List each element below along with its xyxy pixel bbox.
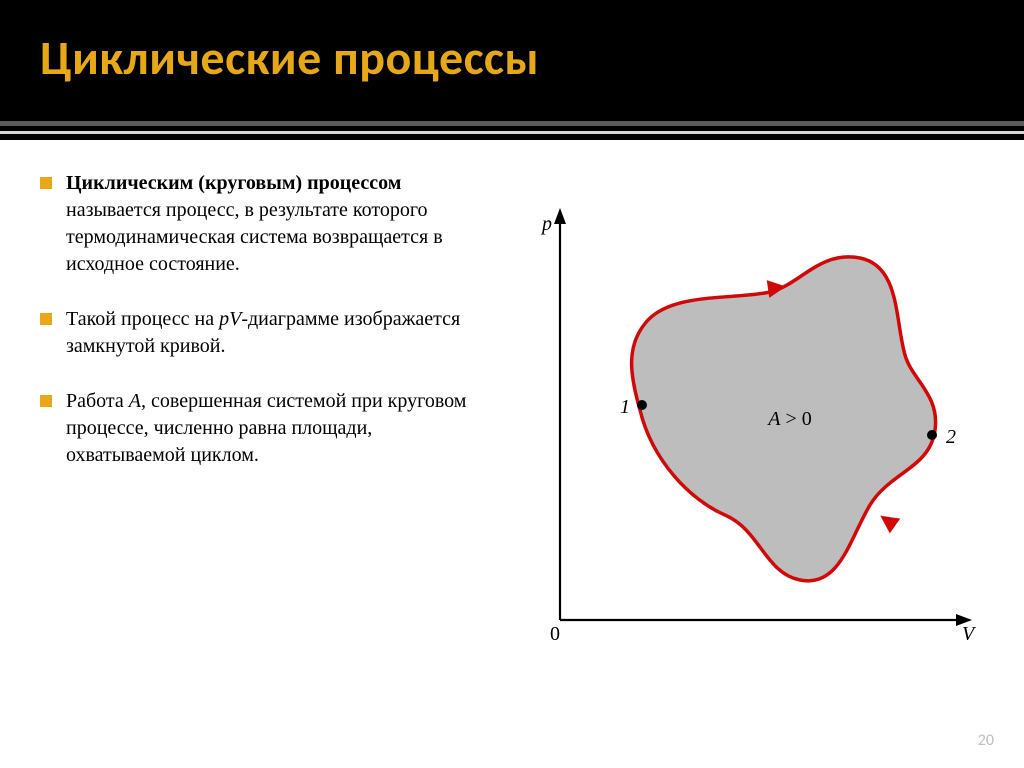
bullet-marker bbox=[40, 313, 52, 325]
origin-label: 0 bbox=[550, 623, 560, 640]
point-2 bbox=[927, 430, 937, 440]
direction-arrow-2 bbox=[875, 508, 900, 533]
italic-var: A, bbox=[129, 390, 146, 412]
diagram-panel: p V 0 1 2 A > 0 bbox=[500, 170, 980, 497]
list-item: Циклическим (круговым) процессом называе… bbox=[40, 170, 480, 278]
bullet-list: Циклическим (круговым) процессом называе… bbox=[40, 170, 480, 497]
bold-term: Циклическим (круговым) процессом bbox=[66, 172, 401, 194]
italic-var: pV bbox=[219, 308, 241, 330]
center-label: A > 0 bbox=[766, 408, 812, 430]
list-item: Работа A, совершенная системой при круго… bbox=[40, 388, 480, 469]
list-item: Такой процесс на pV-диаграмме изображает… bbox=[40, 306, 480, 360]
pv-diagram: p V 0 1 2 A > 0 bbox=[500, 200, 980, 640]
x-axis-label: V bbox=[962, 623, 977, 640]
slide-title: Циклические процессы bbox=[40, 28, 984, 87]
y-axis-arrow bbox=[554, 208, 566, 224]
y-axis-label: p bbox=[540, 213, 552, 235]
point-1-label: 1 bbox=[620, 396, 630, 418]
bullet-text: Такой процесс на pV-диаграмме изображает… bbox=[66, 306, 480, 360]
header-rule-light bbox=[0, 131, 1024, 134]
header-rule-dark bbox=[0, 121, 1024, 126]
point-2-label: 2 bbox=[946, 426, 956, 448]
page-number: 20 bbox=[978, 731, 994, 750]
slide-header: Циклические процессы bbox=[0, 0, 1024, 140]
bullet-text: Работа A, совершенная системой при круго… bbox=[66, 388, 480, 469]
slide-content: Циклическим (круговым) процессом называе… bbox=[0, 140, 1024, 497]
point-1 bbox=[637, 400, 647, 410]
bullet-marker bbox=[40, 177, 52, 189]
bullet-marker bbox=[40, 395, 52, 407]
bullet-text: Циклическим (круговым) процессом называе… bbox=[66, 170, 480, 278]
